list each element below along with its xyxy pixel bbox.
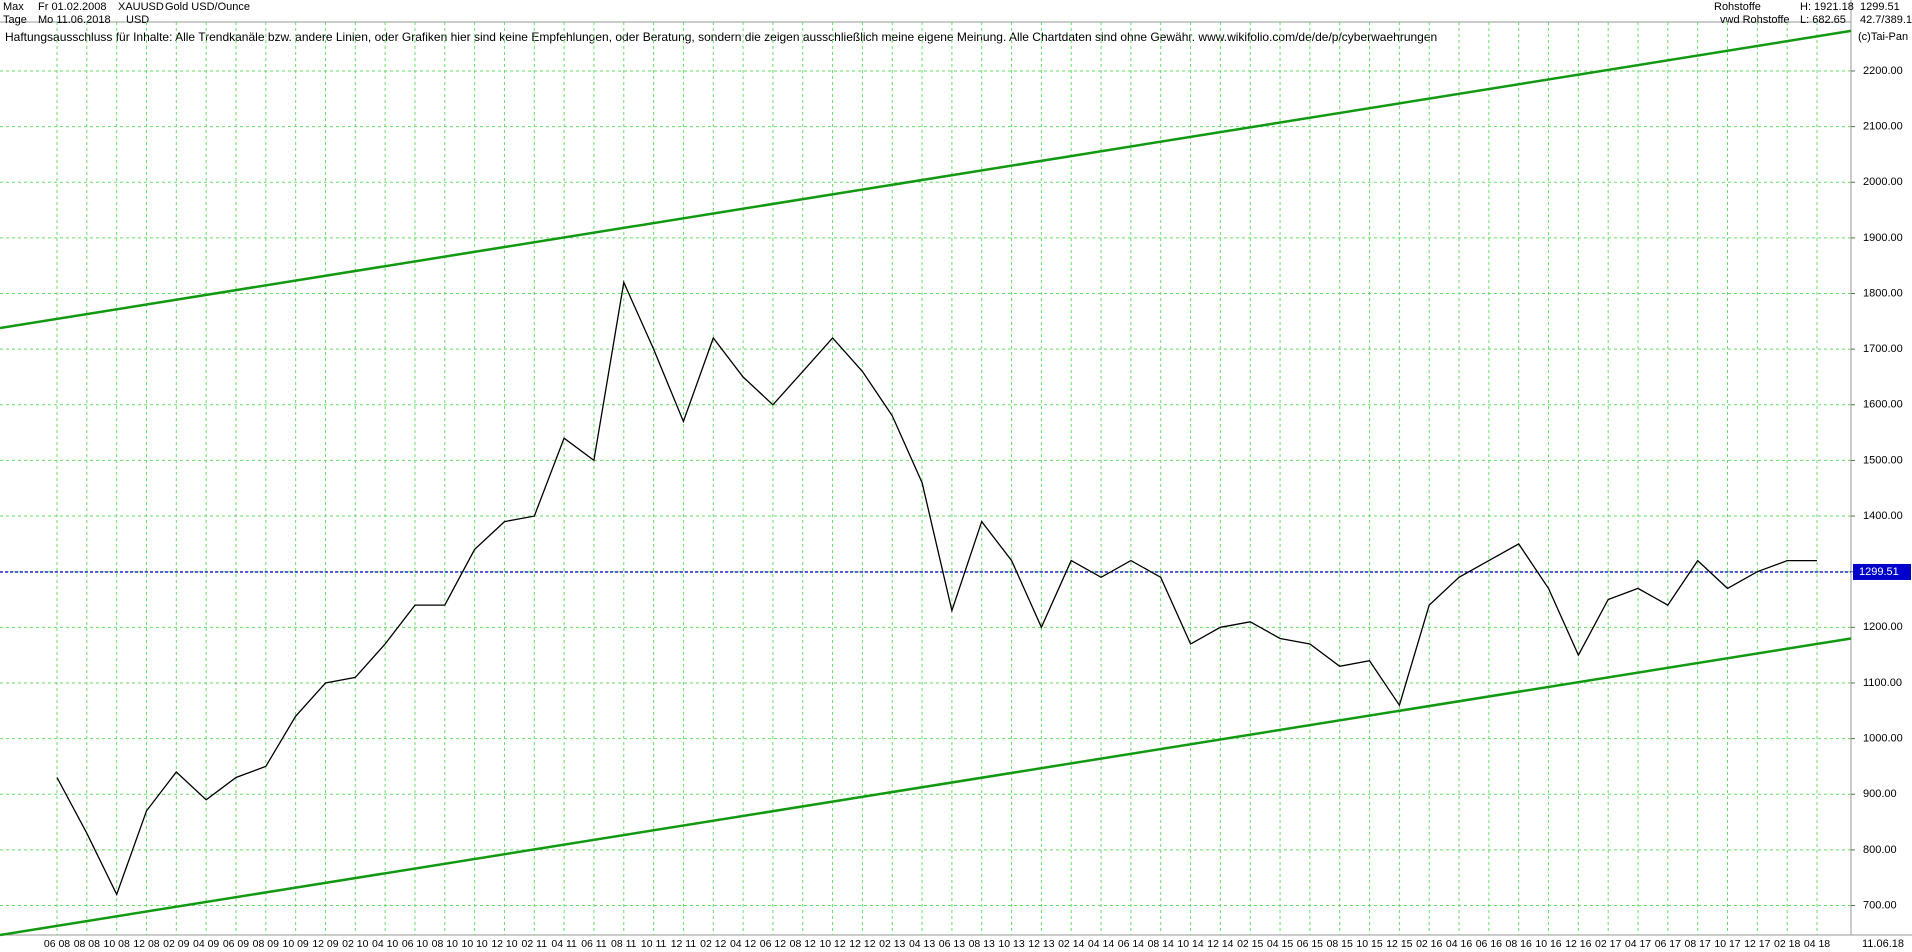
- y-tick-label: 1100.00: [1863, 677, 1902, 689]
- x-tick-label: 06 16: [1476, 938, 1502, 950]
- range[interactable]: Max: [3, 1, 24, 13]
- x-tick-label: 10 12: [819, 938, 845, 950]
- x-tick-label: 12 08: [133, 938, 159, 950]
- low: L: 682.65: [1800, 14, 1846, 26]
- x-tick-label: 06 08: [44, 938, 70, 950]
- x-tick-label: 06 11: [581, 938, 607, 950]
- x-tick-label: 06 10: [402, 938, 428, 950]
- channel-line: [0, 29, 1852, 330]
- x-tick-label: 08 10: [432, 938, 458, 950]
- x-tick-label: 12 16: [1565, 938, 1591, 950]
- x-tick-label: 12 14: [1207, 938, 1233, 950]
- x-tick-label: 06 15: [1297, 938, 1323, 950]
- y-tick-label: 1700.00: [1863, 343, 1903, 355]
- price-line: [56, 280, 1817, 897]
- y-tick-label: 2200.00: [1863, 65, 1903, 77]
- x-tick-label: 10 13: [998, 938, 1024, 950]
- y-tick-label: 1800.00: [1863, 287, 1903, 299]
- y-tick-label: 1900.00: [1863, 232, 1903, 244]
- x-tick-label: 08 09: [253, 938, 279, 950]
- x-tick-label: 02 10: [342, 938, 368, 950]
- x-tick-label: 04 13: [909, 938, 935, 950]
- x-tick-label: 04 11: [551, 938, 577, 950]
- x-tick-label: 08 13: [969, 938, 995, 950]
- x-tick-label: 04 10: [372, 938, 398, 950]
- x-tick-label: 08 15: [1327, 938, 1353, 950]
- x-tick-label: 12 10: [491, 938, 517, 950]
- x-tick-label: 12 11: [671, 938, 697, 950]
- x-tick-label: 12 15: [1386, 938, 1412, 950]
- x-tick-label: 10 17: [1714, 938, 1740, 950]
- x-tick-label: 10 14: [1177, 938, 1203, 950]
- x-tick-label: 04 15: [1267, 938, 1293, 950]
- x-tick-label: 02 16: [1416, 938, 1442, 950]
- x-tick-label: 12 13: [1028, 938, 1054, 950]
- period[interactable]: Tage: [3, 14, 27, 26]
- copyright: (c)Tai-Pan: [1858, 31, 1908, 43]
- x-tick-label: 08 11: [611, 938, 637, 950]
- y-tick-label: 900.00: [1863, 788, 1897, 800]
- y-tick-label: 2100.00: [1863, 121, 1903, 133]
- x-tick-label: 04 12: [730, 938, 756, 950]
- x-tick-label: 02 15: [1237, 938, 1263, 950]
- x-tick-label: 04 09: [193, 938, 219, 950]
- x-tick-label: 12 17: [1744, 938, 1770, 950]
- start-date: Fr 01.02.2008: [38, 1, 107, 13]
- current-price-box: [1853, 563, 1911, 580]
- symbol: XAUUSD: [118, 1, 164, 13]
- last: 1299.51: [1860, 1, 1900, 13]
- y-tick-label: 1400.00: [1863, 510, 1903, 522]
- x-tick-label: 06 13: [939, 938, 965, 950]
- x-tick-label: 04 17: [1625, 938, 1651, 950]
- y-tick-label: 1200.00: [1863, 621, 1903, 633]
- end-date: Mo 11.06.2018: [38, 14, 111, 26]
- x-tick-label: 02 11: [522, 938, 548, 950]
- source: vwd Rohstoffe: [1720, 14, 1790, 26]
- x-tick-label: 02 17: [1595, 938, 1621, 950]
- x-tick-label: 04 14: [1088, 938, 1114, 950]
- x-tick-label: 12 09: [312, 938, 338, 950]
- disclaimer: Haftungsausschluss für Inhalte: Alle Tre…: [5, 30, 1437, 44]
- x-tick-label: 10 10: [461, 938, 487, 950]
- x-tick-label: 02 14: [1058, 938, 1084, 950]
- y-tick-label: 1000.00: [1863, 733, 1903, 745]
- x-tick-label: 06 17: [1655, 938, 1681, 950]
- x-tick-label: 08 12: [790, 938, 816, 950]
- x-tick-label: 08 16: [1506, 938, 1532, 950]
- x-tick-label: 04 18: [1804, 938, 1830, 950]
- currency: USD: [126, 14, 149, 26]
- x-tick-label: 10 16: [1535, 938, 1561, 950]
- x-tick-label: 10 15: [1356, 938, 1382, 950]
- x-tick-label: 04 16: [1446, 938, 1472, 950]
- x-tick-label: 02 18: [1774, 938, 1800, 950]
- y-tick-label: 1600.00: [1863, 399, 1903, 411]
- group: Rohstoffe: [1714, 1, 1761, 13]
- x-tick-label: 08 17: [1685, 938, 1711, 950]
- y-tick-label: 800.00: [1863, 844, 1897, 856]
- x-tick-label: 08 14: [1148, 938, 1174, 950]
- x-tick-label: 08 08: [74, 938, 100, 950]
- y-tick-label: 2000.00: [1863, 176, 1903, 188]
- channel-line: [0, 637, 1852, 937]
- x-tick-label: 02 13: [879, 938, 905, 950]
- current-price-label: 1299.51: [1859, 566, 1899, 578]
- x-tick-label: 10 08: [104, 938, 130, 950]
- x-tick-label: 12 12: [849, 938, 875, 950]
- y-tick-label: 700.00: [1863, 899, 1897, 911]
- end-date-label: 11.06.18: [1862, 938, 1904, 950]
- x-tick-label: 02 12: [700, 938, 726, 950]
- x-tick-label: 06 12: [760, 938, 786, 950]
- x-tick-label: 10 11: [641, 938, 667, 950]
- x-tick-label: 10 09: [283, 938, 309, 950]
- x-tick-label: 06 09: [223, 938, 249, 950]
- high: H: 1921.18: [1800, 1, 1854, 13]
- y-tick-label: 1500.00: [1863, 454, 1903, 466]
- x-tick-label: 02 09: [163, 938, 189, 950]
- x-tick-label: 06 14: [1118, 938, 1144, 950]
- extra: 42.7/389.1: [1860, 14, 1912, 26]
- instrument-name: Gold USD/Ounce: [165, 1, 250, 13]
